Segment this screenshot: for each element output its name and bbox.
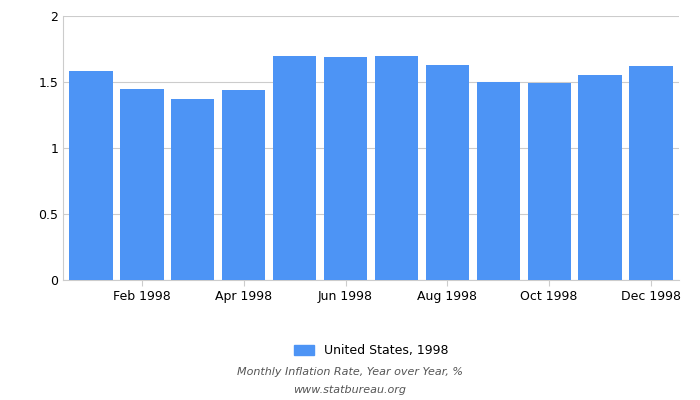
Bar — [528, 83, 570, 280]
Bar — [172, 99, 214, 280]
Bar — [477, 82, 520, 280]
Text: Monthly Inflation Rate, Year over Year, %: Monthly Inflation Rate, Year over Year, … — [237, 367, 463, 377]
Text: www.statbureau.org: www.statbureau.org — [293, 385, 407, 395]
Bar — [426, 65, 469, 280]
Bar — [222, 90, 265, 280]
Legend: United States, 1998: United States, 1998 — [288, 339, 454, 362]
Bar — [629, 66, 673, 280]
Bar — [69, 72, 113, 280]
Bar — [273, 56, 316, 280]
Bar — [120, 88, 164, 280]
Bar — [374, 56, 418, 280]
Bar — [324, 57, 368, 280]
Bar — [578, 75, 622, 280]
